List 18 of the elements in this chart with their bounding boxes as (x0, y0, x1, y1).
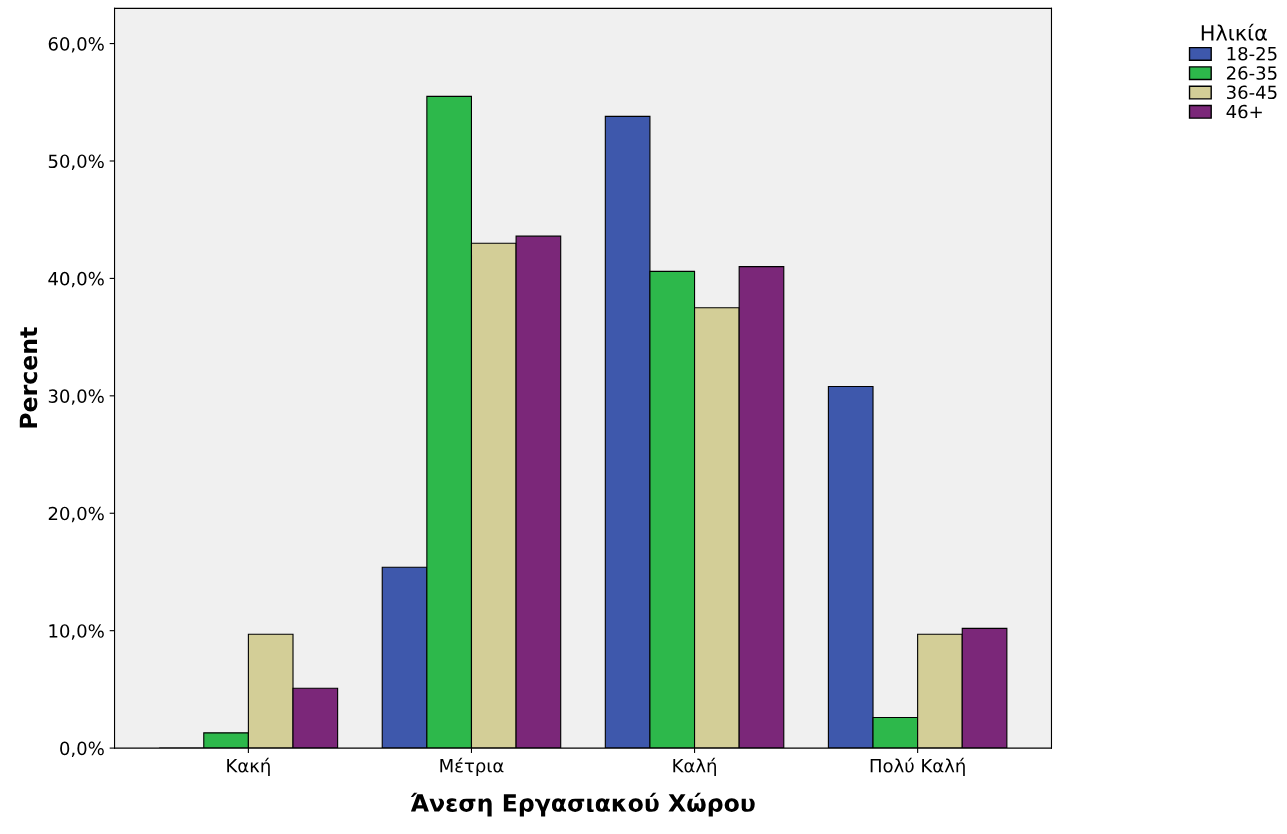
y-tick-label: 40,0% (48, 271, 104, 288)
x-tick-label: Κακή (227, 757, 270, 777)
legend-label: 26-35 (1226, 66, 1277, 80)
y-tick-label: 50,0% (48, 154, 104, 170)
legend-title: Ηλικία (1201, 23, 1267, 41)
x-tick-label: Μέτρια (440, 757, 504, 777)
x-tick-label: Πολύ Καλή (870, 757, 965, 777)
y-tick-label: 20,0% (48, 506, 104, 523)
legend-label: 46+ (1226, 104, 1262, 119)
y-axis-title: Percent (19, 327, 38, 428)
y-tick-label: 30,0% (48, 389, 104, 405)
y-tick-label: 0,0% (60, 741, 104, 758)
legend-label: 18-25 (1227, 46, 1277, 61)
legend-label: 36-45 (1227, 85, 1277, 100)
x-tick-label: Καλή (673, 757, 716, 777)
x-axis-title: Άνεση Εργασιακού Χώρου (410, 792, 755, 817)
y-tick-label: 10,0% (49, 624, 104, 640)
y-tick-label: 60,0% (48, 37, 104, 53)
